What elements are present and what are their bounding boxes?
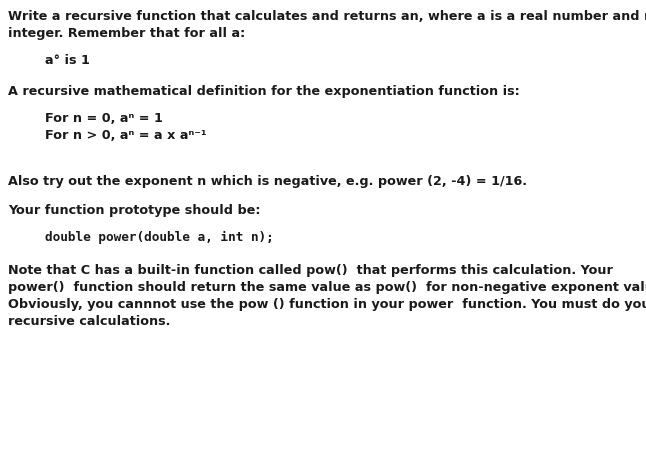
Text: Note that C has a built-in function called pow()  that performs this calculation: Note that C has a built-in function call…: [8, 263, 613, 276]
Text: a° is 1: a° is 1: [45, 54, 90, 67]
Text: double power(double a, int n);: double power(double a, int n);: [45, 230, 274, 244]
Text: power()  function should return the same value as pow()  for non-negative expone: power() function should return the same …: [8, 281, 646, 293]
Text: Your function prototype should be:: Your function prototype should be:: [8, 203, 260, 216]
Text: For n > 0, aⁿ = a x aⁿ⁻¹: For n > 0, aⁿ = a x aⁿ⁻¹: [45, 129, 207, 142]
Text: Also try out the exponent n which is negative, e.g. power (2, -4) = 1/16.: Also try out the exponent n which is neg…: [8, 175, 527, 188]
Text: integer. Remember that for all a:: integer. Remember that for all a:: [8, 27, 245, 40]
Text: Write a recursive function that calculates and returns an, where a is a real num: Write a recursive function that calculat…: [8, 10, 646, 23]
Text: Obviously, you cannnot use the pow () function in your power  function. You must: Obviously, you cannnot use the pow () fu…: [8, 297, 646, 310]
Text: A recursive mathematical definition for the exponentiation function is:: A recursive mathematical definition for …: [8, 85, 520, 98]
Text: For n = 0, aⁿ = 1: For n = 0, aⁿ = 1: [45, 112, 163, 125]
Text: recursive calculations.: recursive calculations.: [8, 314, 171, 327]
